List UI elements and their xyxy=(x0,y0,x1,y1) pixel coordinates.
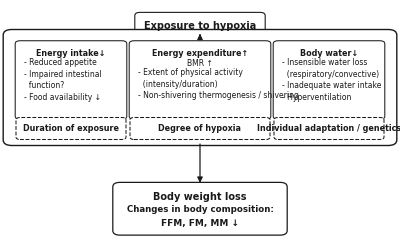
Text: - Extent of physical activity: - Extent of physical activity xyxy=(138,68,243,77)
Text: (respiratory/convective): (respiratory/convective) xyxy=(282,70,379,79)
Text: FFM, FM, MM ↓: FFM, FM, MM ↓ xyxy=(161,219,239,228)
FancyBboxPatch shape xyxy=(129,41,271,119)
Text: (intensity/duration): (intensity/duration) xyxy=(138,80,218,89)
FancyBboxPatch shape xyxy=(130,118,270,140)
Text: - Reduced appetite: - Reduced appetite xyxy=(24,58,97,67)
Text: - Inadequate water intake: - Inadequate water intake xyxy=(282,81,381,90)
Text: Body water↓: Body water↓ xyxy=(300,49,358,58)
Text: function?: function? xyxy=(24,81,64,90)
Text: Body weight loss: Body weight loss xyxy=(153,192,247,202)
Text: Exposure to hypoxia: Exposure to hypoxia xyxy=(144,21,256,31)
Text: BMR ↑: BMR ↑ xyxy=(187,59,213,68)
Text: Duration of exposure: Duration of exposure xyxy=(23,124,119,133)
FancyBboxPatch shape xyxy=(3,30,397,146)
Text: - Impaired intestinal: - Impaired intestinal xyxy=(24,70,102,79)
Text: Degree of hypoxia: Degree of hypoxia xyxy=(158,124,242,133)
Text: - Non-shivering thermogenesis / shivering: - Non-shivering thermogenesis / shiverin… xyxy=(138,91,299,100)
Text: Energy intake↓: Energy intake↓ xyxy=(36,49,106,58)
Text: - Hyperventilation: - Hyperventilation xyxy=(282,93,351,102)
FancyBboxPatch shape xyxy=(16,118,126,140)
Text: Individual adaptation / genetics: Individual adaptation / genetics xyxy=(257,124,400,133)
Text: - Food availability ↓: - Food availability ↓ xyxy=(24,93,101,102)
FancyBboxPatch shape xyxy=(273,41,385,119)
Text: Energy expenditure↑: Energy expenditure↑ xyxy=(152,49,248,58)
FancyBboxPatch shape xyxy=(274,118,384,140)
FancyBboxPatch shape xyxy=(15,41,127,119)
Text: Changes in body composition:: Changes in body composition: xyxy=(126,206,274,214)
FancyBboxPatch shape xyxy=(135,12,265,40)
Text: - Insensible water loss: - Insensible water loss xyxy=(282,58,367,67)
FancyBboxPatch shape xyxy=(113,182,287,235)
